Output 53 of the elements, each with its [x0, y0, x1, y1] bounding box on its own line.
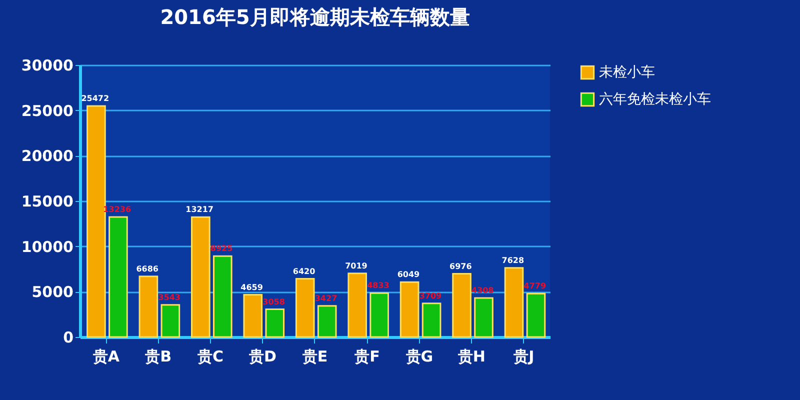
- x-tick-label: 贵H: [456, 348, 486, 366]
- data-label: 7628: [502, 256, 524, 265]
- bar: [422, 302, 442, 338]
- data-label: 4659: [240, 282, 264, 292]
- data-label: 4308: [472, 286, 494, 295]
- y-tick-label: 15000: [21, 192, 74, 210]
- bar: [108, 216, 128, 338]
- data-label: 13217: [186, 205, 214, 214]
- y-tick-label: 10000: [21, 238, 74, 256]
- x-tick-label: 贵B: [144, 348, 172, 366]
- x-tick-label: 贵E: [301, 348, 328, 366]
- y-tick-label: 20000: [21, 147, 74, 166]
- data-label: 8925: [210, 244, 234, 254]
- bar: [265, 308, 285, 338]
- y-tick-label: 30000: [21, 56, 74, 74]
- bar: [295, 278, 315, 338]
- x-tick-label: 贵G: [404, 348, 434, 366]
- bar: [452, 273, 472, 338]
- data-label: 6686: [136, 264, 159, 274]
- legend-label: 六年免检未检小车: [599, 92, 711, 108]
- data-label: 3427: [314, 294, 338, 303]
- x-tick-label: 贵D: [248, 348, 277, 366]
- chart-title: 2016年5月即将逾期未检车辆数量: [160, 5, 470, 29]
- y-tick-label: 25000: [21, 102, 74, 120]
- bar: [400, 281, 420, 338]
- y-tick-label: 5000: [32, 283, 74, 302]
- bar: [504, 267, 524, 338]
- bar: [370, 292, 389, 338]
- data-label: 7019: [345, 261, 368, 270]
- data-label: 6420: [292, 266, 316, 276]
- bar: [212, 255, 232, 338]
- bar: [191, 216, 210, 338]
- bar: [474, 297, 494, 338]
- x-tick-label: 贵F: [354, 348, 380, 366]
- bar: [243, 294, 263, 338]
- data-label: 6049: [397, 270, 420, 280]
- bar: [526, 292, 546, 338]
- x-tick-label: 贵A: [92, 348, 120, 366]
- bar: [317, 305, 337, 338]
- legend-label: 未检小车: [599, 64, 655, 80]
- data-label: 3543: [158, 292, 180, 302]
- x-tick-label: 贵C: [196, 348, 224, 366]
- data-label: 4833: [367, 281, 390, 290]
- y-tick-label: 0: [63, 328, 74, 346]
- data-label: 6976: [450, 262, 472, 271]
- bar: [348, 272, 367, 338]
- bar: [138, 276, 158, 338]
- bar: [160, 304, 180, 338]
- bar: [86, 105, 106, 338]
- data-label: 4779: [524, 282, 546, 291]
- x-tick-label: 贵J: [512, 348, 534, 366]
- data-label: 3058: [262, 297, 286, 306]
- data-label: 3709: [419, 291, 442, 300]
